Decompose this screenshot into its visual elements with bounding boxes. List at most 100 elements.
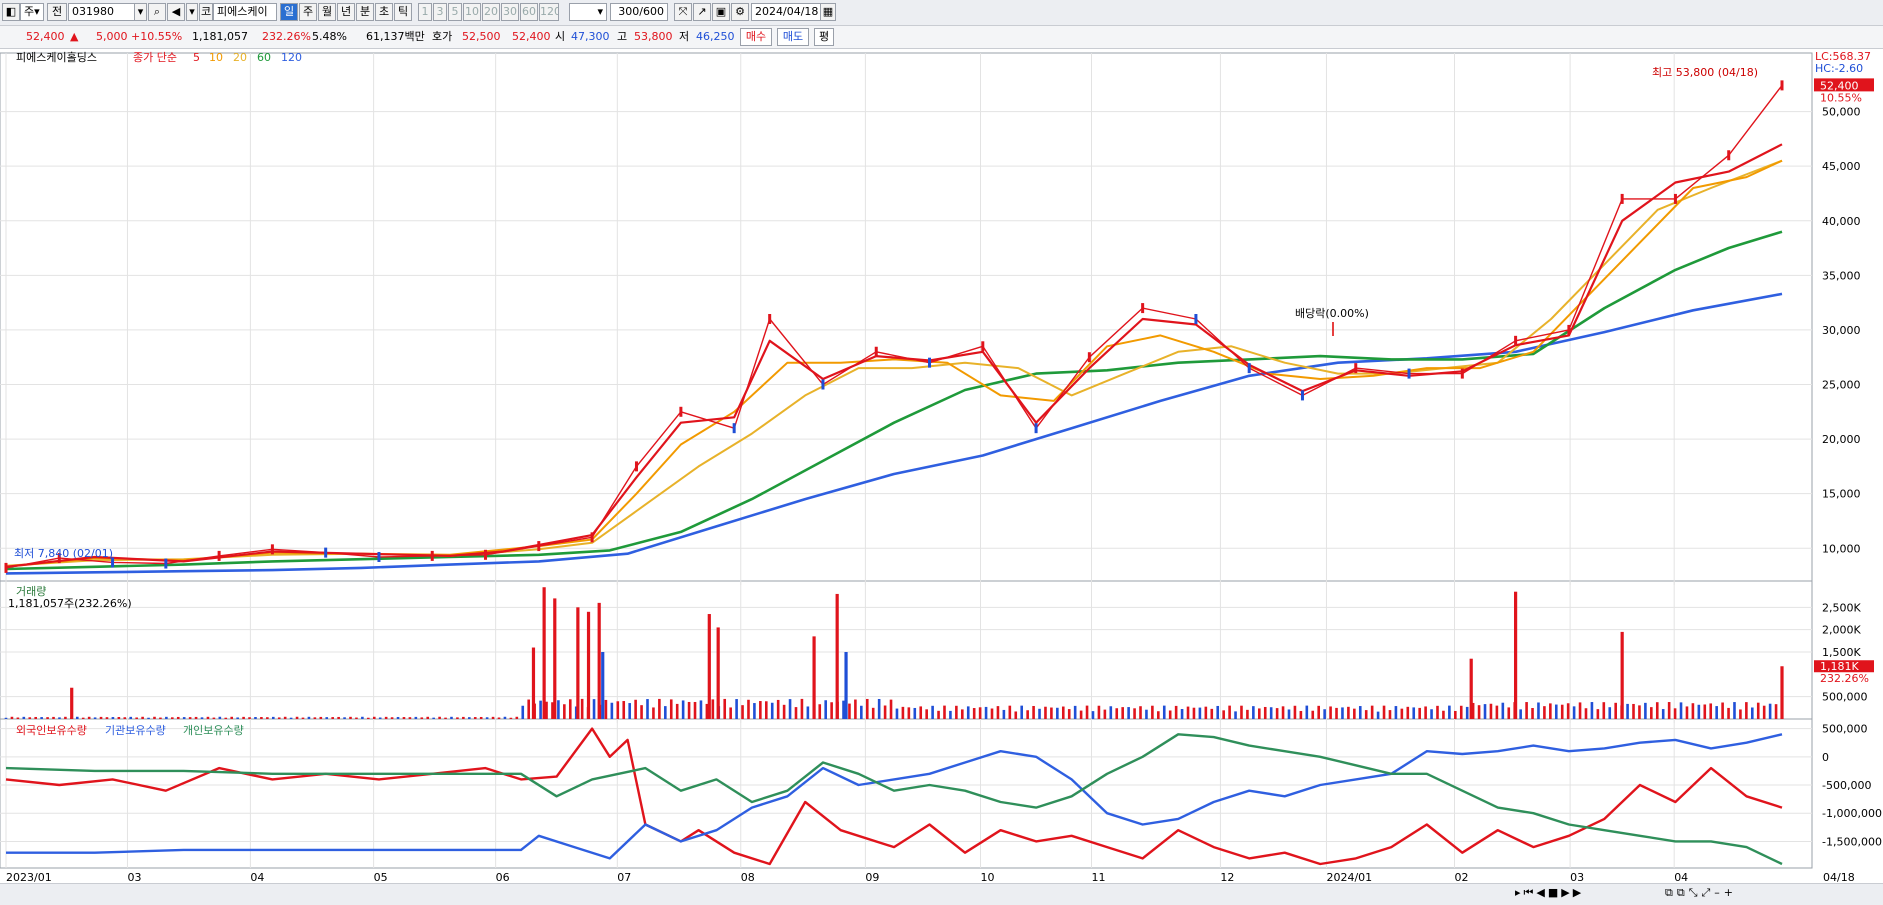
gear-icon[interactable]: ⚙	[731, 3, 749, 21]
volume-bar	[1543, 706, 1546, 719]
y-tick-label: 45,000	[1822, 160, 1861, 173]
volume-bar	[1751, 707, 1754, 719]
candle	[1300, 390, 1304, 401]
period-button[interactable]: 분	[356, 3, 374, 21]
volume-bar	[165, 716, 168, 719]
volume-bar	[218, 716, 222, 719]
calendar-icon[interactable]: ▦	[820, 3, 836, 21]
volume-bar	[408, 717, 412, 719]
interval-button[interactable]: 30	[501, 3, 519, 21]
market-label: 주	[24, 5, 35, 18]
x-tick-label: 12	[1220, 871, 1234, 883]
interval-button[interactable]: 20	[482, 3, 500, 21]
volume-bar	[194, 716, 198, 719]
nav-controls-icon[interactable]: ▸⏮◀■▶▶	[1515, 886, 1585, 899]
volume-bar	[1507, 707, 1511, 719]
market-select[interactable]: 주▾	[20, 3, 44, 21]
volume-bar	[64, 716, 67, 719]
volume-bar	[830, 702, 833, 719]
volume-bar	[468, 717, 471, 719]
scroll-bar[interactable]: ▸⏮◀■▶▶ ⧉⧉⤡⤢–+	[0, 883, 1883, 905]
sell-button[interactable]: 매도	[777, 28, 809, 46]
period-button[interactable]: 월	[318, 3, 336, 21]
period-button[interactable]: 틱	[394, 3, 412, 21]
volume-bar	[1762, 705, 1766, 719]
stock-name[interactable]: 피에스케이	[213, 3, 277, 21]
volume-bar	[800, 698, 804, 719]
volume-bar	[1590, 702, 1594, 719]
hc-label: HC:-2.60	[1815, 62, 1863, 75]
volume-bar	[883, 705, 887, 719]
volume-bar	[1198, 707, 1202, 719]
trade-amount: 61,137백만	[366, 30, 425, 43]
chevron-down-icon[interactable]: ▾	[134, 3, 147, 21]
lc-label: LC:568.37	[1815, 50, 1871, 63]
x-tick-label: 2024/01	[1326, 871, 1372, 883]
search-icon[interactable]: ⌕	[148, 3, 166, 21]
period-button[interactable]: 초	[375, 3, 393, 21]
volume-bar	[1602, 702, 1606, 719]
y-tick-label: 35,000	[1822, 269, 1861, 282]
volume-bar	[707, 614, 711, 719]
volume-bar	[711, 699, 715, 719]
interval-button[interactable]: 10	[463, 3, 481, 21]
volume-bar	[1578, 702, 1582, 719]
market-toggle[interactable]: 전	[47, 3, 67, 21]
volume-bar	[1756, 702, 1760, 719]
volume-bar	[770, 702, 774, 719]
period-select[interactable]: ▾	[569, 3, 607, 21]
stock-chart[interactable]: 2023/01 03 04 05 06 07 08 09 10 11 12 2024/01 02 03 04…	[0, 49, 1883, 883]
draw-icon[interactable]: ⤧	[674, 3, 692, 21]
code-input[interactable]: 031980	[68, 3, 146, 21]
volume-bar	[1442, 710, 1445, 719]
interval-button[interactable]: 60	[520, 3, 538, 21]
volume-bar	[295, 716, 299, 719]
arrow-icon[interactable]: ↗	[693, 3, 711, 21]
volume-bar	[1347, 706, 1350, 719]
volume-bar	[1572, 706, 1576, 719]
period-button[interactable]: 년	[337, 3, 355, 21]
layout-icon[interactable]: ◧	[2, 3, 20, 21]
volume-bar	[75, 716, 79, 719]
volume-bar	[1483, 704, 1487, 719]
volume-bar	[597, 602, 601, 719]
up-arrow-icon: ▲	[70, 30, 79, 43]
series-line	[5, 733, 1783, 866]
count-field[interactable]: 300/600	[610, 3, 668, 21]
period-button[interactable]: 일	[280, 3, 298, 21]
interval-button[interactable]: 120	[539, 3, 559, 21]
sound-icon[interactable]: ◀	[167, 3, 185, 21]
volume-bar	[1436, 705, 1439, 719]
interval-button[interactable]: 5	[448, 3, 462, 21]
chevron-down-icon[interactable]: ▾	[186, 3, 198, 21]
y-tick-label: -500,000	[1822, 779, 1871, 792]
candle	[1407, 368, 1411, 379]
volume-bar	[1329, 706, 1332, 719]
eval-button[interactable]: 평	[814, 28, 834, 46]
candle	[634, 461, 638, 472]
period-button[interactable]: 주	[299, 3, 317, 21]
volume-bar	[1299, 710, 1303, 719]
zoom-controls-icon[interactable]: ⧉⧉⤡⤢–+	[1665, 886, 1738, 899]
volume-bar	[705, 703, 709, 719]
volume-bar	[200, 717, 204, 719]
candle	[537, 541, 541, 552]
volume-bar	[557, 700, 560, 719]
volume-bar	[1614, 702, 1617, 719]
volume-bar	[1703, 704, 1707, 719]
candle	[1034, 423, 1038, 434]
save-icon[interactable]: ▣	[712, 3, 730, 21]
volume-bar	[1673, 708, 1677, 719]
y-tick-label: 50,000	[1822, 106, 1861, 119]
interval-button[interactable]: 3	[433, 3, 447, 21]
volume-bar	[159, 717, 162, 719]
volume-bar	[681, 700, 685, 719]
volume-bar	[1537, 702, 1540, 719]
volume-bar	[355, 717, 358, 719]
y-tick-label: 500,000	[1822, 691, 1868, 704]
market-tag[interactable]: 코	[199, 3, 213, 21]
buy-button[interactable]: 매수	[740, 28, 772, 46]
interval-button[interactable]: 1	[418, 3, 432, 21]
date-field[interactable]: 2024/04/18	[751, 3, 821, 21]
volume-bar	[58, 717, 61, 719]
